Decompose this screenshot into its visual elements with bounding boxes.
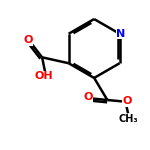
Text: O: O [84, 92, 93, 102]
Text: O: O [23, 35, 33, 45]
Text: N: N [117, 29, 126, 39]
Text: CH₃: CH₃ [119, 114, 139, 124]
Text: OH: OH [34, 71, 53, 81]
Text: O: O [123, 96, 132, 106]
